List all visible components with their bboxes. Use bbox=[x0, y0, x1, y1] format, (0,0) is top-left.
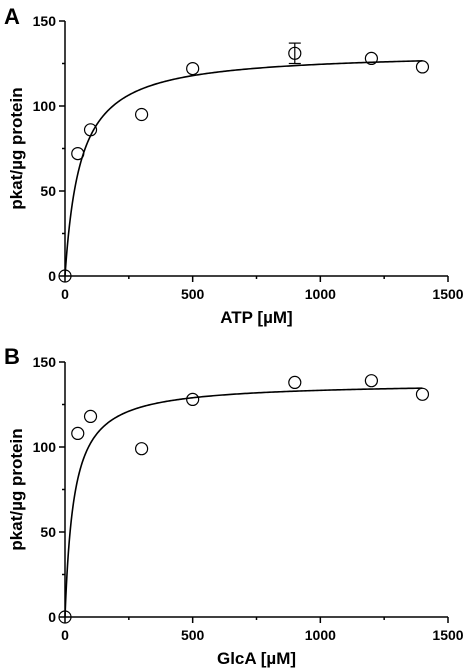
data-point bbox=[83, 409, 98, 423]
y-tick-label: 0 bbox=[48, 268, 56, 284]
y-tick-label: 100 bbox=[33, 439, 57, 455]
y-tick-label: 100 bbox=[33, 98, 57, 114]
y-tick-label: 50 bbox=[40, 524, 56, 540]
data-point bbox=[135, 107, 149, 122]
data-point bbox=[71, 426, 85, 440]
x-tick-label: 0 bbox=[61, 286, 69, 302]
y-tick-label: 50 bbox=[40, 183, 56, 199]
x-tick-label: 1500 bbox=[432, 627, 463, 643]
y-axis-title: pkat/µg protein bbox=[7, 428, 26, 550]
x-tick-label: 1500 bbox=[432, 286, 463, 302]
y-tick-label: 0 bbox=[48, 609, 56, 625]
fit-curve bbox=[64, 387, 423, 617]
data-point bbox=[364, 374, 378, 388]
data-point bbox=[58, 269, 72, 283]
fit-curve bbox=[64, 60, 423, 277]
x-tick-label: 1000 bbox=[305, 627, 336, 643]
y-tick-label: 150 bbox=[33, 13, 57, 29]
x-axis-title: ATP [µM] bbox=[220, 308, 292, 327]
panel-label: A bbox=[4, 4, 20, 29]
data-point bbox=[58, 610, 72, 624]
x-tick-label: 500 bbox=[181, 286, 205, 302]
data-point bbox=[186, 61, 200, 76]
data-point bbox=[415, 387, 430, 401]
panel-label: B bbox=[4, 344, 20, 369]
data-point bbox=[83, 123, 98, 137]
x-tick-label: 0 bbox=[61, 627, 69, 643]
data-point bbox=[288, 46, 302, 60]
y-axis-title: pkat/µg protein bbox=[7, 87, 26, 209]
data-point bbox=[415, 60, 430, 74]
data-point bbox=[288, 375, 302, 389]
x-tick-label: 500 bbox=[181, 627, 205, 643]
x-axis-title: GlcA [µM] bbox=[217, 649, 296, 668]
y-tick-label: 150 bbox=[33, 354, 57, 370]
data-point bbox=[186, 392, 200, 406]
x-tick-label: 1000 bbox=[305, 286, 336, 302]
data-point bbox=[71, 147, 85, 161]
data-point bbox=[135, 442, 149, 456]
data-point bbox=[364, 51, 378, 66]
